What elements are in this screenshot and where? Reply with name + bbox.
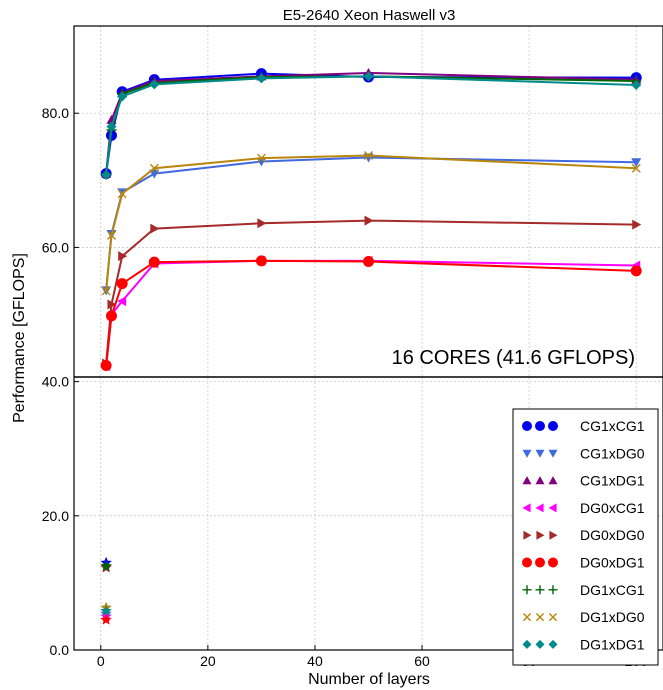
data-point (364, 151, 373, 160)
legend-marker (523, 530, 532, 540)
legend-marker (535, 613, 545, 622)
data-point (632, 219, 642, 230)
data-point (101, 286, 111, 296)
legend-marker (548, 421, 558, 431)
legend-label: DG0xDG1 (580, 555, 645, 571)
legend-marker (548, 449, 558, 458)
legend-label: DG0xDG0 (580, 527, 645, 543)
x-axis-label: Number of layers (308, 671, 430, 688)
data-point (106, 121, 117, 132)
data-point (105, 310, 117, 322)
legend-item: CG1xDG1 (522, 473, 645, 489)
data-point (100, 360, 112, 372)
chart-title: E5-2640 Xeon Haswell v3 (283, 7, 456, 24)
legend-marker (548, 585, 558, 595)
data-point (631, 163, 641, 173)
legend-marker (522, 639, 532, 649)
y-tick-label: 40.0 (42, 374, 69, 390)
legend-item: DG1xDG0 (522, 609, 645, 625)
data-point (257, 218, 267, 229)
data-point (255, 255, 267, 267)
legend-marker (522, 449, 532, 458)
legend-item: CG1xCG1 (522, 418, 645, 434)
data-point (106, 230, 116, 240)
data-point (149, 79, 160, 90)
series-layer (100, 67, 642, 625)
data-point (117, 91, 128, 102)
legend-marker (522, 557, 532, 568)
data-point (148, 256, 160, 268)
x-tick-label: 40 (307, 653, 323, 669)
single-layer-point (100, 613, 112, 625)
series-DG0xDG1 (100, 255, 642, 625)
legend-item: CG1xDG0 (522, 445, 645, 461)
legend-label: DG1xDG0 (580, 609, 645, 625)
y-tick-label: 60.0 (42, 239, 69, 255)
y-tick-label: 20.0 (42, 508, 69, 524)
data-point (107, 299, 117, 310)
series-DG1xDG1 (100, 71, 642, 616)
legend-marker (522, 585, 532, 595)
legend-marker (535, 449, 545, 458)
data-point (256, 73, 267, 84)
y-tick-label: 80.0 (42, 105, 69, 121)
data-point (101, 169, 112, 180)
y-axis-label: Performance [GFLOPS] (11, 253, 28, 423)
legend-marker (535, 639, 545, 649)
legend-marker (536, 530, 545, 540)
legend-item: DG0xDG1 (522, 555, 645, 571)
legend-label: CG1xCG1 (580, 418, 645, 434)
legend-marker (535, 557, 545, 568)
legend-item: DG1xCG1 (522, 582, 645, 598)
data-point (364, 215, 374, 226)
plot-frame (73, 25, 663, 651)
y-tick-label: 0.0 (50, 642, 70, 658)
data-point (630, 265, 642, 277)
data-point (363, 71, 374, 82)
legend-label: DG1xCG1 (580, 582, 645, 598)
legend-marker (535, 585, 545, 595)
data-point (117, 296, 127, 307)
legend-marker (549, 530, 558, 540)
legend-label: DG0xCG1 (580, 500, 645, 516)
data-point (149, 169, 160, 179)
data-point (149, 163, 159, 173)
legend-label: CG1xDG0 (580, 445, 645, 461)
legend-marker (535, 476, 545, 485)
data-point (150, 223, 160, 234)
x-tick-label: 60 (414, 653, 430, 669)
single-layer-point (100, 605, 112, 616)
legend-marker (522, 476, 532, 485)
legend-marker (535, 421, 545, 431)
legend-item: DG0xDG0 (523, 527, 645, 543)
legend: CG1xCG1 CG1xDG0 CG1xDG1 DG0xCG1 DG0xDG0 DG0xD… (512, 408, 659, 666)
series-line (105, 219, 637, 364)
legend-marker (548, 557, 558, 568)
legend-marker (548, 503, 557, 513)
legend-label: CG1xDG1 (580, 473, 645, 489)
legend-marker (548, 639, 558, 649)
grid-lines (74, 26, 663, 651)
data-point (631, 158, 642, 168)
legend-marker (548, 476, 558, 485)
data-point (117, 189, 127, 199)
data-point (631, 80, 642, 91)
cores-annotation: 16 CORES (41.6 GFLOPS) (392, 347, 635, 369)
legend-item: DG0xCG1 (522, 500, 645, 516)
data-point (363, 256, 374, 268)
legend-marker (548, 613, 558, 622)
legend-marker (522, 421, 532, 431)
legend-label: DG1xDG1 (580, 636, 645, 652)
legend-item: DG1xDG1 (522, 636, 645, 652)
legend-marker (522, 613, 532, 622)
data-point (116, 278, 128, 290)
x-tick-label: 0 (97, 653, 105, 669)
legend-marker (535, 503, 544, 513)
legend-marker (522, 503, 531, 513)
data-point (118, 251, 128, 262)
data-point (256, 153, 266, 163)
single-layer-point (100, 560, 112, 571)
x-tick-label: 20 (200, 653, 216, 669)
